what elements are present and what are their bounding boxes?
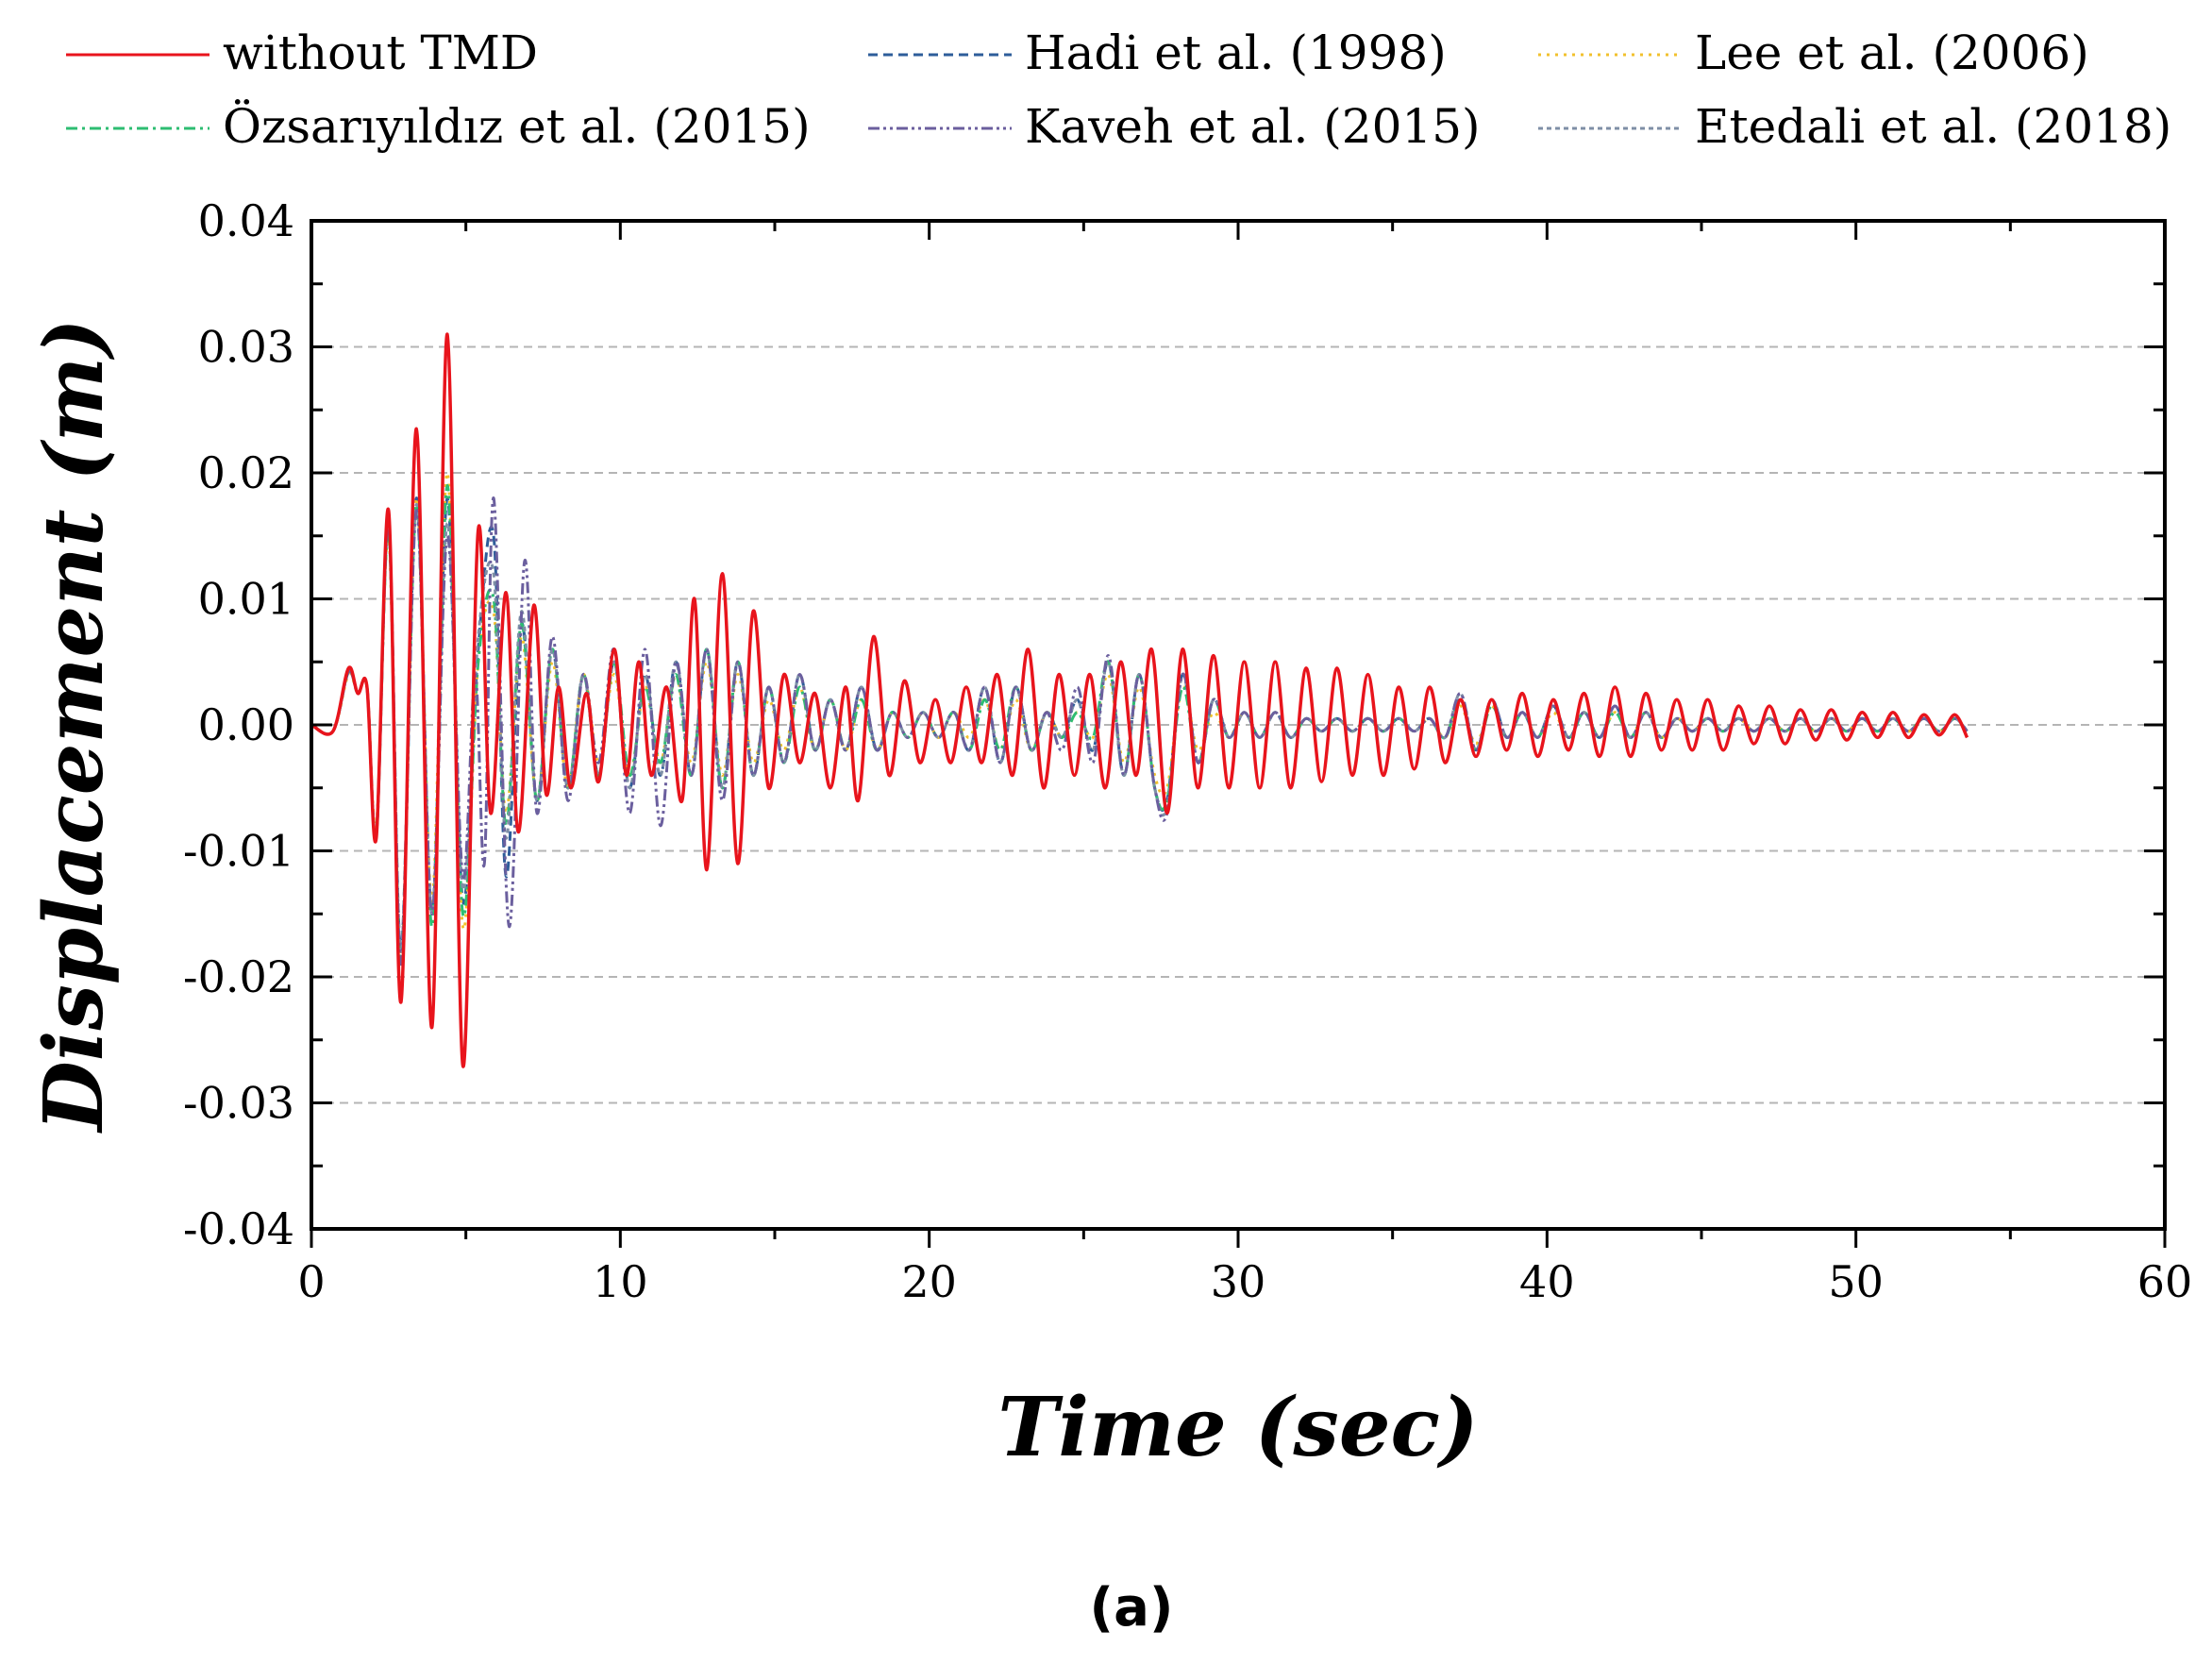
x-tick-label: 30 — [1211, 1256, 1266, 1307]
x-tick-label: 10 — [593, 1256, 648, 1307]
series-layer — [311, 332, 1969, 1068]
legend-entry-ozsariyildiz: Özsarıyıldız et al. (2015) — [66, 98, 811, 154]
y-axis-title: Displacement (m) — [26, 318, 122, 1135]
legend-label-lee: Lee et al. (2006) — [1695, 25, 2089, 80]
x-tick-label: 40 — [1519, 1256, 1575, 1307]
y-tick-label: -0.02 — [183, 951, 294, 1002]
legend-entry-kaveh: Kaveh et al. (2015) — [868, 99, 1481, 154]
y-tick-label: 0.00 — [198, 699, 294, 750]
axis-tick-labels: 0.04 0.03 0.02 0.01 0.00 -0.01 -0.02 -0.03 -0.04… — [183, 195, 2192, 1307]
x-tick-label: 50 — [1828, 1256, 1884, 1307]
y-tick-label: 0.04 — [198, 195, 294, 246]
figure-caption: (a) — [1090, 1577, 1174, 1639]
y-tick-label: 0.01 — [198, 574, 294, 625]
y-tick-label: -0.01 — [183, 826, 294, 877]
legend: without TMD Hadi et al. (1998) Lee et al… — [66, 25, 2171, 154]
legend-entry-lee: Lee et al. (2006) — [1538, 25, 2089, 80]
legend-label-kaveh: Kaveh et al. (2015) — [1025, 99, 1481, 154]
y-tick-label: 0.03 — [198, 322, 294, 373]
legend-label-without-tmd: without TMD — [223, 25, 538, 80]
legend-label-etedali: Etedali et al. (2018) — [1695, 99, 2171, 154]
legend-label-hadi: Hadi et al. (1998) — [1025, 25, 1447, 80]
x-tick-label: 0 — [297, 1256, 325, 1307]
y-tick-label: -0.04 — [183, 1203, 294, 1254]
x-tick-label: 20 — [901, 1256, 957, 1307]
legend-entry-etedali: Etedali et al. (2018) — [1538, 99, 2171, 154]
y-tick-label: 0.02 — [198, 447, 294, 498]
legend-entry-hadi: Hadi et al. (1998) — [868, 25, 1447, 80]
x-tick-label: 60 — [2137, 1256, 2193, 1307]
axis-ticks — [310, 219, 2167, 1248]
y-tick-label: -0.03 — [183, 1078, 294, 1129]
legend-label-ozsariyildiz: Özsarıyıldız et al. (2015) — [223, 98, 811, 154]
legend-entry-without-tmd: without TMD — [66, 25, 538, 80]
x-axis-title: Time (sec) — [997, 1380, 1478, 1475]
series-line-0 — [311, 332, 1969, 1068]
series-line-4 — [311, 496, 1969, 966]
